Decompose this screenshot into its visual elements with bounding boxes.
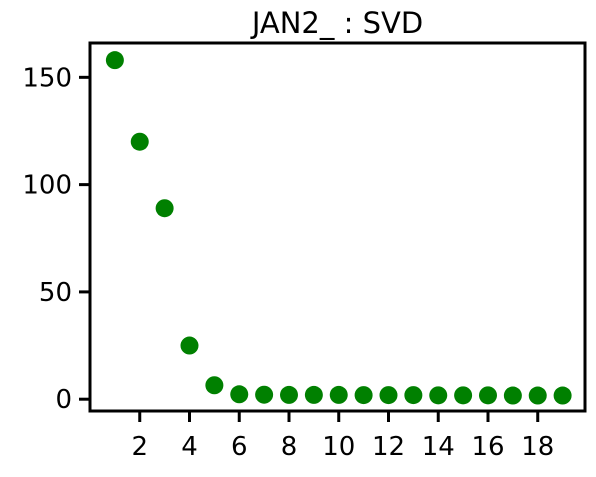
data-point (205, 376, 223, 394)
data-point (379, 386, 397, 404)
data-point (255, 386, 273, 404)
y-tick-label: 50 (39, 278, 72, 308)
x-tick-label: 16 (471, 432, 504, 462)
y-axis: 0 50 100 150 (22, 63, 90, 415)
data-point (454, 386, 472, 404)
y-tick-label: 150 (22, 63, 72, 93)
data-point (429, 386, 447, 404)
data-point (355, 386, 373, 404)
x-tick-label: 8 (281, 432, 298, 462)
x-tick-label: 12 (372, 432, 405, 462)
data-point (504, 387, 522, 405)
data-point (180, 337, 198, 355)
x-tick-label: 4 (181, 432, 198, 462)
x-tick-label: 6 (231, 432, 248, 462)
x-tick-label: 14 (422, 432, 455, 462)
x-tick-label: 2 (131, 432, 148, 462)
data-point (554, 387, 572, 405)
chart-title: JAN2_ : SVD (250, 6, 423, 40)
data-point (106, 51, 124, 69)
data-point (529, 387, 547, 405)
data-point (156, 199, 174, 217)
data-point (479, 386, 497, 404)
data-point (404, 386, 422, 404)
data-point (230, 385, 248, 403)
x-tick-label: 18 (521, 432, 554, 462)
data-point (131, 133, 149, 151)
x-tick-label: 10 (322, 432, 355, 462)
data-point (330, 386, 348, 404)
data-point (305, 386, 323, 404)
plot-frame (90, 43, 585, 411)
x-axis: 2 4 6 8 10 12 14 16 18 (131, 411, 554, 462)
data-points (106, 51, 572, 404)
y-tick-label: 0 (55, 385, 72, 415)
data-point (280, 386, 298, 404)
y-tick-label: 100 (22, 171, 72, 201)
